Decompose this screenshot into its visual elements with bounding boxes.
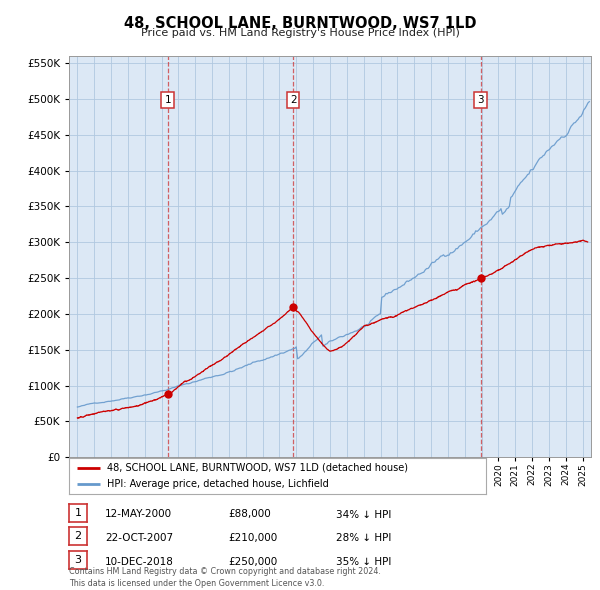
Text: 1: 1 [164, 95, 171, 105]
Text: 2: 2 [74, 532, 82, 541]
Text: 10-DEC-2018: 10-DEC-2018 [105, 557, 174, 566]
Text: 35% ↓ HPI: 35% ↓ HPI [336, 557, 391, 566]
Text: Price paid vs. HM Land Registry's House Price Index (HPI): Price paid vs. HM Land Registry's House … [140, 28, 460, 38]
Text: 34% ↓ HPI: 34% ↓ HPI [336, 510, 391, 519]
Text: 22-OCT-2007: 22-OCT-2007 [105, 533, 173, 543]
Text: 3: 3 [477, 95, 484, 105]
Text: 3: 3 [74, 555, 82, 565]
Text: £250,000: £250,000 [228, 557, 277, 566]
Text: 28% ↓ HPI: 28% ↓ HPI [336, 533, 391, 543]
Text: 12-MAY-2000: 12-MAY-2000 [105, 510, 172, 519]
Text: 1: 1 [74, 508, 82, 517]
Text: £88,000: £88,000 [228, 510, 271, 519]
Text: 48, SCHOOL LANE, BURNTWOOD, WS7 1LD (detached house): 48, SCHOOL LANE, BURNTWOOD, WS7 1LD (det… [107, 463, 407, 473]
Text: HPI: Average price, detached house, Lichfield: HPI: Average price, detached house, Lich… [107, 479, 328, 489]
Text: 48, SCHOOL LANE, BURNTWOOD, WS7 1LD: 48, SCHOOL LANE, BURNTWOOD, WS7 1LD [124, 16, 476, 31]
Text: 2: 2 [290, 95, 296, 105]
Text: £210,000: £210,000 [228, 533, 277, 543]
Text: Contains HM Land Registry data © Crown copyright and database right 2024.
This d: Contains HM Land Registry data © Crown c… [69, 568, 381, 588]
